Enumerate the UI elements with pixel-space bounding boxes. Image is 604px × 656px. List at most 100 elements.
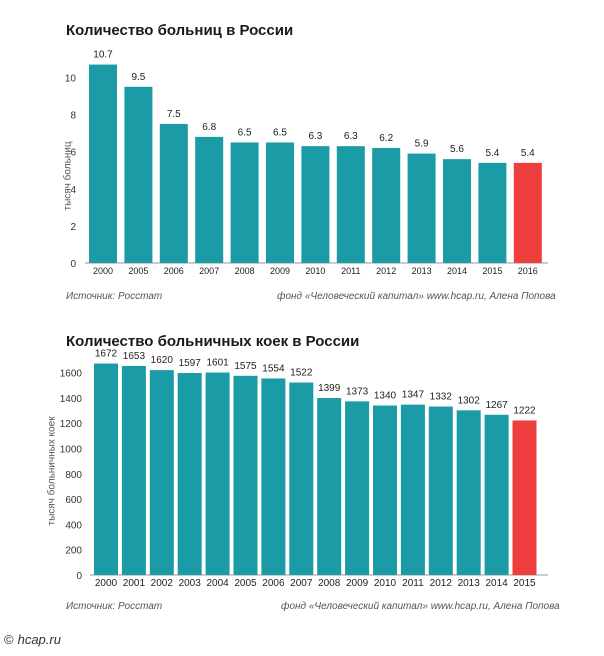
chart2-category-label: 2012 — [430, 578, 453, 589]
chart2-data-label: 1302 — [458, 395, 481, 406]
chart2-bar — [456, 410, 481, 575]
chart2-data-label: 1672 — [95, 349, 118, 360]
chart2-category-label: 2003 — [179, 578, 202, 589]
chart1-category-label: 2015 — [482, 266, 502, 276]
chart2-ytick-label: 0 — [76, 571, 82, 582]
chart1-data-label: 6.5 — [273, 127, 287, 138]
chart2-bar — [428, 406, 453, 575]
chart1-data-label: 5.4 — [521, 148, 535, 159]
chart1-data-label: 5.4 — [485, 148, 499, 159]
chart1-category-label: 2013 — [412, 266, 432, 276]
chart2-ytick-label: 1400 — [60, 394, 83, 405]
chart1-bar — [266, 142, 294, 263]
chart2-category-label: 2014 — [485, 578, 508, 589]
chart2-ytick-label: 1200 — [60, 419, 83, 430]
chart2-data-label: 1222 — [513, 405, 536, 416]
chart2-category-label: 2001 — [123, 578, 146, 589]
chart1-category-label: 2008 — [235, 266, 255, 276]
chart1-bar — [372, 148, 401, 263]
chart1-data-label: 7.5 — [167, 109, 181, 120]
chart1-bar — [230, 142, 259, 263]
chart2-bar — [512, 420, 537, 575]
chart2-category-label: 2002 — [151, 578, 174, 589]
chart2-data-label: 1399 — [318, 383, 341, 394]
watermark-text: hcap.ru — [17, 632, 61, 647]
chart2-bar — [121, 365, 146, 575]
chart1-data-label: 6.5 — [238, 127, 252, 138]
chart2-title: Количество больничных коек в России — [66, 333, 360, 350]
chart1-data-label: 5.9 — [415, 139, 429, 150]
chart1-category-label: 2005 — [128, 266, 148, 276]
chart1-data-label: 6.8 — [202, 122, 216, 133]
chart2-bar — [177, 373, 202, 575]
chart1-bar — [124, 86, 153, 264]
chart2-data-label: 1620 — [151, 355, 174, 366]
chart1-category-label: 2012 — [376, 266, 396, 276]
chart2-bar — [94, 363, 118, 575]
chart2-data-label: 1340 — [374, 391, 397, 402]
chart2-credit: фонд «Человеческий капитал» www.hcap.ru,… — [281, 601, 560, 612]
chart2-category-label: 2006 — [262, 578, 285, 589]
chart1-category-label: 2007 — [199, 266, 219, 276]
chart2-data-label: 1575 — [234, 361, 257, 372]
chart2-data-label: 1554 — [262, 363, 285, 374]
chart1-bar — [89, 64, 117, 264]
chart1-category-label: 2009 — [270, 266, 290, 276]
chart2-category-label: 2013 — [458, 578, 481, 589]
chart1-ytick-label: 10 — [65, 74, 77, 85]
chart1-ytick-label: 2 — [70, 222, 76, 233]
chart2-bar — [317, 398, 342, 575]
chart2-category-label: 2011 — [402, 578, 424, 589]
chart1-data-label: 10.7 — [93, 50, 113, 61]
chart1-ytick-label: 0 — [70, 259, 76, 270]
chart1-category-label: 2014 — [447, 266, 467, 276]
chart1-source: Источник: Росстат — [66, 291, 163, 302]
chart2-data-label: 1653 — [123, 351, 146, 362]
chart2-data-label: 1332 — [430, 392, 453, 403]
chart1-ytick-label: 8 — [70, 111, 76, 122]
chart1-data-label: 6.3 — [344, 131, 358, 142]
chart1-credit: фонд «Человеческий капитал» www.hcap.ru,… — [277, 291, 556, 302]
chart1-category-label: 2016 — [518, 266, 538, 276]
chart1-category-label: 2011 — [341, 266, 360, 276]
chart1-category-label: 2010 — [305, 266, 325, 276]
chart2-category-label: 2010 — [374, 578, 397, 589]
chart2-data-label: 1347 — [402, 390, 425, 401]
chart2-data-label: 1267 — [485, 400, 508, 411]
chart1-data-label: 5.6 — [450, 144, 464, 155]
chart2-bar — [205, 372, 230, 575]
chart1-data-label: 6.3 — [308, 131, 322, 142]
chart1-bar — [195, 136, 224, 263]
chart1-bar — [513, 162, 542, 263]
chart2-ytick-label: 400 — [65, 520, 82, 531]
chart2-data-label: 1597 — [179, 358, 202, 369]
chart1-bar — [159, 123, 188, 263]
chart2-bar — [484, 414, 509, 575]
chart2-bar — [261, 378, 286, 575]
chart1-bar — [336, 146, 365, 263]
chart2-category-label: 2007 — [290, 578, 313, 589]
chart1-data-label: 6.2 — [379, 133, 393, 144]
copyright-icon: © — [4, 632, 14, 647]
chart2-bar — [149, 370, 174, 575]
chart2-data-label: 1522 — [290, 368, 313, 379]
chart2-source: Источник: Росстат — [66, 601, 163, 612]
chart1-bar — [301, 146, 330, 263]
chart1-bar — [478, 162, 507, 263]
chart2-data-label: 1373 — [346, 386, 369, 397]
chart2-ytick-label: 1600 — [60, 369, 83, 380]
chart2-bar — [373, 405, 397, 575]
chart2-category-label: 2008 — [318, 578, 341, 589]
chart1-ytick-label: 6 — [70, 148, 76, 159]
chart2-category-label: 2005 — [234, 578, 257, 589]
chart1-ytick-label: 4 — [70, 185, 76, 196]
chart1-bar — [443, 159, 471, 263]
chart1-title: Количество больниц в России — [66, 22, 294, 39]
chart2-ytick-label: 200 — [65, 546, 82, 557]
chart2-category-label: 2004 — [206, 578, 229, 589]
chart2-ytick-label: 600 — [65, 495, 82, 506]
chart1-bar — [407, 153, 436, 263]
chart2-bar — [289, 382, 314, 575]
chart2-data-label: 1601 — [206, 358, 229, 369]
